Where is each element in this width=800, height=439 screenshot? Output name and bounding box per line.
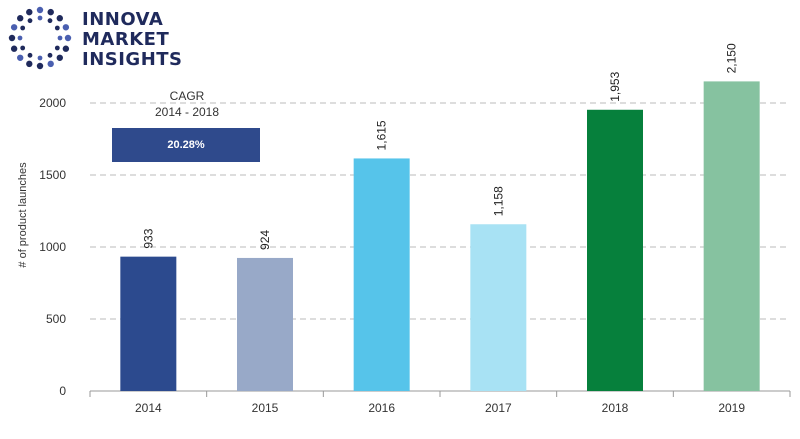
logo-dot [47, 18, 53, 24]
x-tick-label: 2018 [602, 401, 629, 415]
logo-dot [47, 52, 53, 58]
bar-2014 [120, 256, 177, 391]
bar-2018 [587, 109, 643, 391]
x-tick-label: 2016 [368, 401, 395, 415]
logo-dot [17, 35, 23, 41]
logo-dot [17, 15, 24, 22]
bar-2019 [703, 81, 760, 392]
logo-dot [54, 45, 60, 51]
cagr-value-box: 20.28% [112, 128, 260, 162]
x-tick-label: 2019 [718, 401, 745, 415]
logo-dot [56, 54, 63, 61]
logo-dot [47, 60, 54, 68]
logo-dot [57, 35, 63, 41]
logo-dot [27, 18, 33, 24]
logo-dot [10, 45, 18, 52]
logo-dot [62, 24, 70, 31]
logo-line-1: INNOVA [82, 9, 164, 30]
value-label-2014: 933 [141, 228, 155, 248]
y-tick-label: 500 [46, 312, 66, 326]
logo-line-3: INSIGHTS [82, 49, 183, 70]
y-tick-label: 1500 [39, 168, 66, 182]
value-label-2018: 1,953 [608, 71, 622, 101]
innova-logo: INNOVA MARKET INSIGHTS [6, 4, 206, 72]
logo-dot [37, 15, 43, 21]
x-tick-label: 2017 [485, 401, 512, 415]
logo-dot [36, 62, 44, 70]
x-tick-label: 2014 [135, 401, 162, 415]
cagr-heading: CAGR 2014 - 2018 [112, 88, 262, 120]
value-label-2015: 924 [258, 230, 272, 250]
y-tick-label: 0 [59, 384, 66, 398]
y-tick-label: 1000 [39, 240, 66, 254]
value-label-2017: 1,158 [491, 186, 505, 216]
logo-dot [62, 45, 70, 52]
logo-dot [37, 55, 43, 61]
y-tick-label: 2000 [39, 96, 66, 110]
bar-2017 [470, 224, 527, 391]
logo-dot [26, 8, 33, 16]
logo-dot [20, 25, 26, 31]
logo-dot [47, 8, 54, 16]
cagr-period: 2014 - 2018 [154, 105, 220, 119]
logo-dot [10, 24, 18, 31]
logo-line-2: MARKET [82, 29, 170, 50]
logo-dots-icon [8, 6, 72, 70]
logo-dot [36, 6, 44, 14]
logo-dot [26, 60, 33, 68]
bar-2015 [237, 257, 293, 391]
logo-dot [8, 34, 16, 42]
value-label-2019: 2,150 [725, 43, 739, 73]
value-label-2016: 1,615 [375, 120, 389, 150]
logo-dot [27, 52, 33, 58]
logo-dot [20, 45, 26, 51]
cagr-label: CAGR [169, 89, 205, 103]
logo-dot [54, 25, 60, 31]
x-tick-label: 2015 [252, 401, 279, 415]
y-axis-label: # of product launches [17, 162, 29, 268]
logo-dot [64, 34, 72, 42]
logo-dot [17, 54, 24, 61]
logo-dot [56, 15, 63, 22]
bar-2016 [353, 158, 410, 391]
